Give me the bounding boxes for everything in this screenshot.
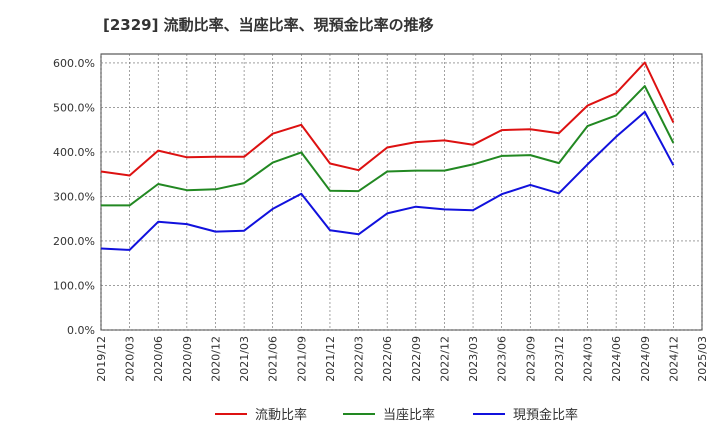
x-tick-label: 2020/09 xyxy=(181,336,194,382)
series-line-1 xyxy=(100,61,675,177)
series-line-2 xyxy=(101,85,675,207)
x-tick-label: 2024/06 xyxy=(610,336,623,382)
legend-label-3: 現預金比率 xyxy=(513,407,578,423)
y-tick-label: 500.0% xyxy=(53,101,95,114)
x-tick-label: 2024/09 xyxy=(639,336,652,382)
x-tick-label: 2021/03 xyxy=(238,336,251,382)
y-tick-label: 200.0% xyxy=(53,235,95,248)
chart-title: [2329] 流動比率、当座比率、現預金比率の推移 xyxy=(103,16,434,34)
x-tick-label: 2022/12 xyxy=(438,336,451,382)
horizontal-gridlines xyxy=(101,62,702,331)
y-tick-label: 0.0% xyxy=(67,324,95,337)
y-tick-label: 600.0% xyxy=(53,57,95,70)
x-tick-label: 2023/03 xyxy=(467,336,480,382)
legend-label-1: 流動比率 xyxy=(255,407,307,423)
series-layer xyxy=(100,61,675,251)
x-tick-label: 2021/06 xyxy=(267,336,280,382)
x-tick-label: 2025/03 xyxy=(696,336,709,382)
x-tick-label: 2024/12 xyxy=(667,336,680,382)
x-tick-label: 2022/06 xyxy=(381,336,394,382)
y-tick-label: 100.0% xyxy=(53,279,95,292)
y-tick-label: 300.0% xyxy=(53,190,95,203)
x-tick-label: 2023/12 xyxy=(553,336,566,382)
x-tick-label: 2024/03 xyxy=(582,336,595,382)
x-tick-label: 2020/03 xyxy=(124,336,137,382)
x-tick-label: 2023/06 xyxy=(496,336,509,382)
x-tick-label: 2020/12 xyxy=(209,336,222,382)
x-tick-label: 2021/09 xyxy=(295,336,308,382)
x-tick-label: 2022/09 xyxy=(410,336,423,382)
legend-label-2: 当座比率 xyxy=(383,407,435,423)
series-line-3 xyxy=(100,110,675,251)
y-tick-label: 400.0% xyxy=(53,146,95,159)
x-tick-label: 2022/03 xyxy=(353,336,366,382)
legend: 流動比率 当座比率 現預金比率 xyxy=(215,407,578,423)
x-tick-label: 2023/09 xyxy=(524,336,537,382)
vertical-gridlines xyxy=(100,54,703,330)
x-tick-label: 2020/06 xyxy=(152,336,165,382)
x-tick-label: 2019/12 xyxy=(95,336,108,382)
x-tick-label: 2021/12 xyxy=(324,336,337,382)
x-axis-ticks: 2019/12 2020/03 2020/06 2020/09 2020/12 2021/… xyxy=(95,336,709,382)
y-axis-ticks: 0.0% 100.0% 200.0% 300.0% 400.0% 500.0% 600.0% xyxy=(53,57,95,337)
